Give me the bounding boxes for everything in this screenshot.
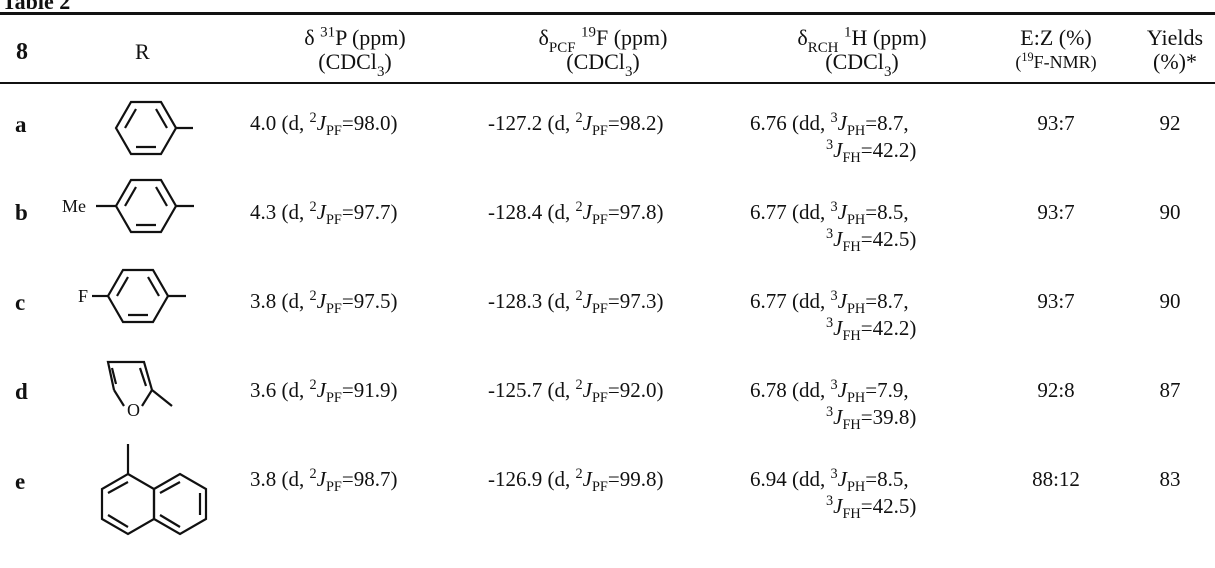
header-f19: δPCF 19F (ppm) (CDCl3) (538, 24, 668, 81)
yield-value: 90 (1159, 200, 1181, 224)
h1-coupling-fh: 3JFH=42.2) (826, 315, 917, 345)
header-p31: δ 31P (ppm) (CDCl3) (304, 24, 406, 81)
h1-coupling-fh: 3JFH=42.5) (826, 493, 917, 523)
furan-oxygen-label: O (127, 400, 140, 420)
p31-shift: 3.8 (d, 2JPF=98.7) (250, 466, 398, 496)
header-ez: E:Z (%) (19F-NMR) (1015, 25, 1097, 73)
h1-shift: 6.76 (dd, 3JPH=8.7, (750, 110, 909, 140)
fluoro-label: F (78, 286, 88, 306)
ez-ratio: 88:12 (1032, 467, 1080, 491)
p-tolyl-structure-icon: Me (62, 178, 194, 234)
h1-coupling-fh: 3JFH=42.5) (826, 226, 917, 256)
f19-shift: -128.4 (d, 2JPF=97.8) (488, 199, 664, 229)
f19-shift: -125.7 (d, 2JPF=92.0) (488, 377, 664, 407)
f19-shift: -128.3 (d, 2JPF=97.3) (488, 288, 664, 318)
ez-ratio: 92:8 (1037, 378, 1075, 402)
h1-coupling-fh: 3JFH=42.2) (826, 137, 917, 167)
yield-value: 90 (1159, 289, 1181, 313)
p31-shift: 4.0 (d, 2JPF=98.0) (250, 110, 398, 140)
h1-shift: 6.94 (dd, 3JPH=8.5, (750, 466, 909, 496)
p-fluorophenyl-structure-icon: F (78, 268, 186, 324)
p31-shift: 3.8 (d, 2JPF=97.5) (250, 288, 398, 318)
row-label: c (15, 290, 26, 315)
h1-shift: 6.77 (dd, 3JPH=8.7, (750, 288, 909, 318)
f19-shift: -127.2 (d, 2JPF=98.2) (488, 110, 664, 140)
header-h1: δRCH 1H (ppm) (CDCl3) (797, 24, 927, 81)
header-bottom-rule (0, 82, 1215, 84)
h1-shift: 6.77 (dd, 3JPH=8.5, (750, 199, 909, 229)
row-label: d (15, 379, 28, 404)
methyl-label: Me (62, 196, 86, 216)
1-naphthyl-structure-icon (100, 444, 208, 536)
h1-coupling-fh: 3JFH=39.8) (826, 404, 917, 434)
yield-value: 92 (1159, 111, 1181, 135)
p31-shift: 4.3 (d, 2JPF=97.7) (250, 199, 398, 229)
p31-shift: 3.6 (d, 2JPF=91.9) (250, 377, 398, 407)
h1-shift: 6.78 (dd, 3JPH=7.9, (750, 377, 909, 407)
ez-ratio: 93:7 (1037, 111, 1075, 135)
header-r: R (135, 39, 150, 64)
header-compound: 8 (16, 39, 28, 65)
yield-value: 87 (1159, 378, 1181, 402)
yield-value: 83 (1159, 467, 1181, 491)
ez-ratio: 93:7 (1037, 289, 1075, 313)
row-label: e (15, 469, 26, 494)
table-caption: Table 2 (2, 0, 71, 14)
table-top-rule (0, 12, 1215, 15)
f19-shift: -126.9 (d, 2JPF=99.8) (488, 466, 664, 496)
row-label: a (15, 112, 27, 137)
phenyl-structure-icon (114, 100, 193, 156)
ez-ratio: 93:7 (1037, 200, 1075, 224)
row-label: b (15, 200, 28, 225)
2-furyl-structure-icon: O (106, 360, 173, 420)
header-yield: Yields (%)* (1146, 25, 1204, 74)
